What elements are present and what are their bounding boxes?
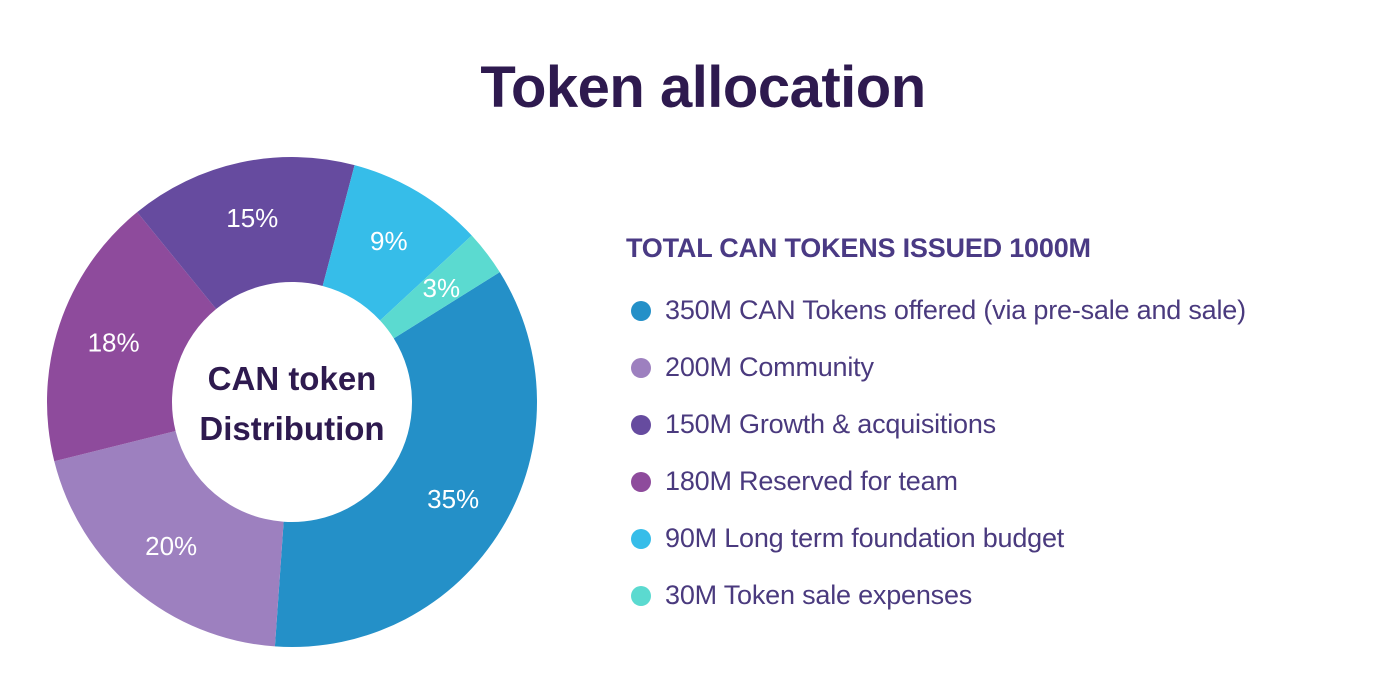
slice-percent-label: 3% bbox=[423, 273, 461, 303]
slice-percent-label: 20% bbox=[145, 531, 197, 561]
legend-swatch bbox=[631, 357, 651, 378]
legend-label: 90M Long term foundation budget bbox=[665, 523, 1065, 553]
donut-slices bbox=[47, 156, 537, 647]
legend-swatch bbox=[631, 528, 651, 549]
legend-label: 150M Growth & acquisitions bbox=[665, 409, 996, 439]
legend-label: 350M CAN Tokens offered (via pre-sale an… bbox=[665, 295, 1246, 325]
center-label-line-1: CAN token bbox=[208, 360, 377, 397]
slice-percent-label: 35% bbox=[427, 484, 479, 514]
legend-swatch bbox=[631, 300, 651, 321]
donut-chart: 35% 20% 18% 15% 9% 3% CAN token Distribution bbox=[0, 0, 600, 700]
legend-label: 30M Token sale expenses bbox=[665, 580, 973, 610]
legend-list: 350M CAN Tokens offered (via pre-sale an… bbox=[626, 282, 1366, 624]
legend-item: 200M Community bbox=[626, 339, 1366, 396]
donut-slice bbox=[322, 165, 472, 321]
legend-item: 350M CAN Tokens offered (via pre-sale an… bbox=[626, 282, 1366, 339]
donut-slice-labels: 35% 20% 18% 15% 9% 3% bbox=[88, 203, 480, 561]
total-tokens-heading: TOTAL CAN TOKENS ISSUED 1000M bbox=[626, 233, 1091, 263]
legend-swatch bbox=[631, 414, 651, 435]
donut-slice bbox=[274, 272, 537, 647]
slice-percent-label: 9% bbox=[370, 226, 408, 256]
donut-slice bbox=[54, 431, 284, 647]
donut-slice bbox=[380, 235, 500, 339]
donut-slice bbox=[137, 156, 355, 310]
legend-label: 180M Reserved for team bbox=[665, 466, 958, 496]
donut-chart-svg: 35% 20% 18% 15% 9% 3% CAN token Distribution bbox=[47, 156, 537, 647]
chart-legend: TOTAL CAN TOKENS ISSUED 1000M 350M CAN T… bbox=[626, 228, 1366, 624]
legend-swatch bbox=[631, 471, 651, 492]
donut-slice bbox=[47, 212, 217, 462]
center-label-line-2: Distribution bbox=[199, 410, 384, 447]
legend-item: 90M Long term foundation budget bbox=[626, 510, 1366, 567]
legend-item: 30M Token sale expenses bbox=[626, 567, 1366, 624]
page-title: Token allocation bbox=[480, 55, 926, 120]
legend-label: 200M Community bbox=[665, 352, 874, 382]
legend-item: 180M Reserved for team bbox=[626, 453, 1366, 510]
slice-percent-label: 15% bbox=[226, 203, 278, 233]
legend-swatch bbox=[631, 585, 651, 606]
slice-percent-label: 18% bbox=[88, 328, 140, 358]
legend-item: 150M Growth & acquisitions bbox=[626, 396, 1366, 453]
